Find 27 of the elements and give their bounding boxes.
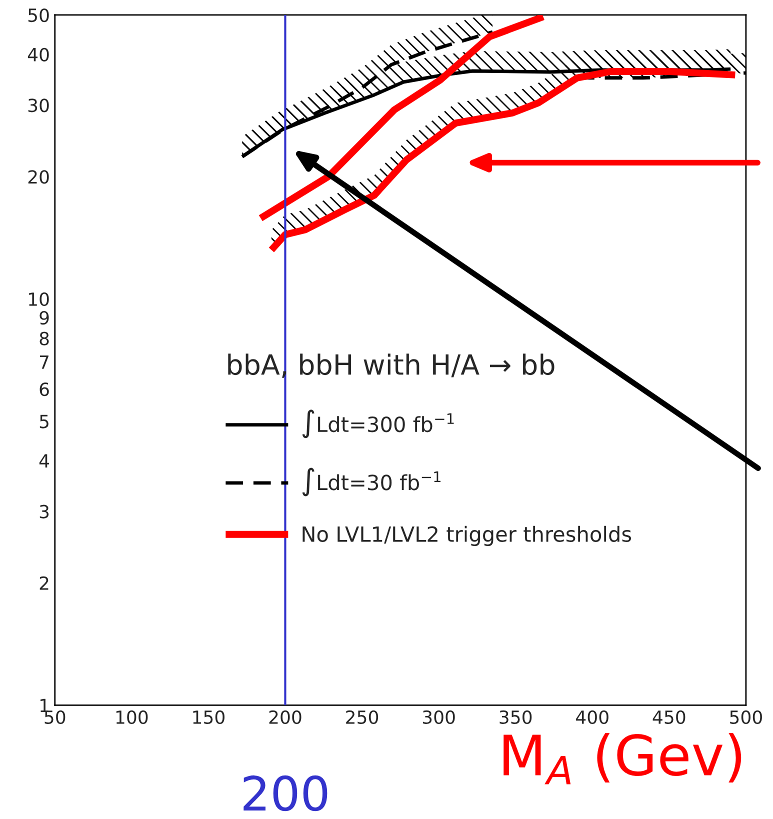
y-tick-label: 6 — [40, 382, 49, 396]
y-tick-label: 3 — [40, 504, 49, 518]
y-tick-label: 10 — [29, 292, 49, 306]
y-tick-label: 20 — [28, 170, 49, 184]
y-tick-label: 7 — [40, 356, 48, 369]
y-tick-label: 8 — [40, 332, 49, 346]
x-tick-label: 200 — [269, 710, 302, 724]
legend-label: ∫Ldt=300 fb$^{−1}$ — [302, 410, 454, 438]
y-tick-label: 30 — [28, 98, 49, 112]
y-tick-label: 50 — [28, 8, 49, 22]
x-tick-label: 450 — [652, 710, 686, 724]
legend-label: ∫Ldt=30 fb$^{−1}$ — [302, 468, 441, 496]
y-tick-label: 2 — [40, 576, 48, 590]
x-tick-label: 250 — [346, 710, 378, 724]
y-tick-label: 40 — [28, 48, 49, 62]
x-tick-label: 300 — [422, 710, 455, 724]
x-tick-label: 100 — [116, 710, 148, 724]
x-axis-title: M$_{A}$ (Gev) — [504, 733, 742, 784]
x-tick-label: 400 — [576, 710, 608, 724]
legend-label: No LVL1/LVL2 trigger thresholds — [302, 526, 632, 546]
x-tick-label: 350 — [500, 710, 532, 724]
y-tick-label: 9 — [40, 310, 49, 325]
ref-line-label: 200 — [244, 775, 328, 812]
x-tick-label: 150 — [193, 710, 224, 724]
y-tick-label: 4 — [39, 454, 50, 468]
y-tick-label: 5 — [40, 414, 48, 428]
x-tick-label: 500 — [730, 710, 762, 724]
